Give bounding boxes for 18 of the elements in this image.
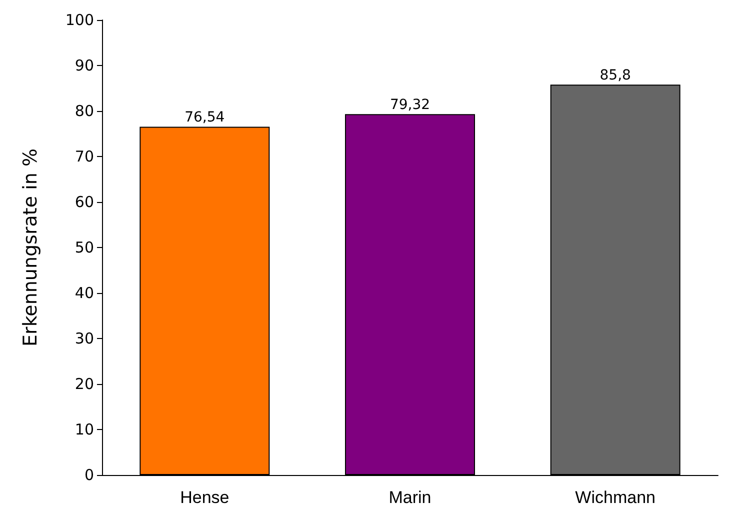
y-tick-label: 10 xyxy=(74,420,94,438)
x-tick-label: Hense xyxy=(180,488,230,507)
y-tick-label: 70 xyxy=(74,148,94,166)
y-tick-label: 60 xyxy=(74,193,94,211)
y-tick-label: 30 xyxy=(74,330,94,348)
y-tick-label: 50 xyxy=(74,238,94,256)
x-tick-label: Wichmann xyxy=(575,488,656,507)
y-tick-label: 0 xyxy=(84,466,94,484)
y-tick-label: 90 xyxy=(74,56,94,74)
data-label: 79,32 xyxy=(390,97,430,114)
y-tick-label: 100 xyxy=(65,11,94,29)
y-tick-label: 20 xyxy=(74,375,94,393)
y-tick-label: 40 xyxy=(74,284,94,302)
data-label: 76,54 xyxy=(184,110,225,126)
y-axis-title: Erkennungsrate in % xyxy=(20,148,42,347)
data-label: 85,8 xyxy=(600,68,631,84)
y-tick-label: 80 xyxy=(74,102,94,120)
x-tick-label: Marin xyxy=(388,488,432,507)
